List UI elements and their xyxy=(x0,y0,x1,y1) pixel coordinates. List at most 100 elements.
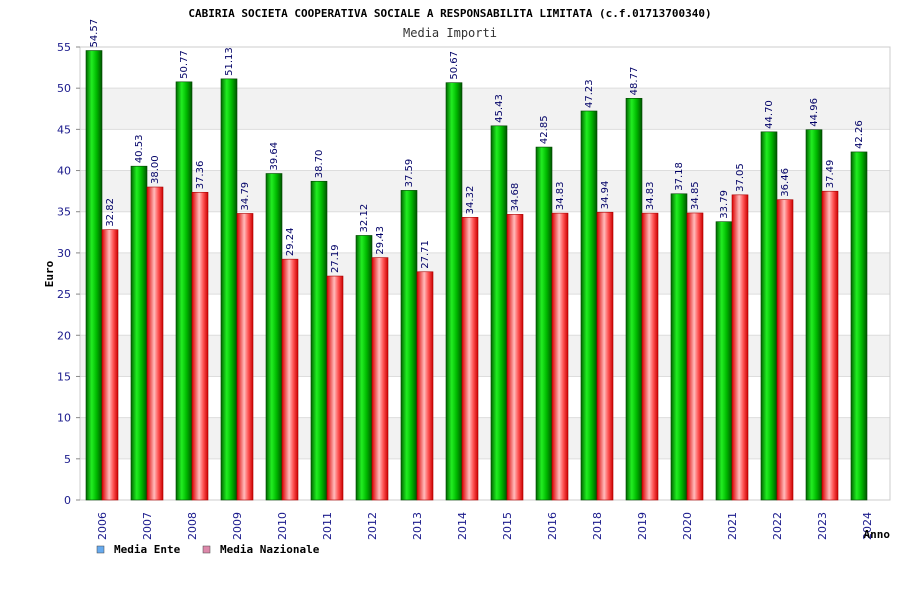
bar-ente xyxy=(850,151,868,501)
x-tick-label: 2024 xyxy=(861,512,874,540)
y-tick-label: 10 xyxy=(57,412,71,425)
bar-ente xyxy=(355,235,373,501)
chart-title: CABIRIA SOCIETA COOPERATIVA SOCIALE A RE… xyxy=(188,7,711,20)
value-label: 37.49 xyxy=(825,160,836,189)
bar-ente xyxy=(175,81,193,501)
bar-ente xyxy=(580,110,598,501)
bar-ente xyxy=(445,82,463,501)
bar-nazionale xyxy=(821,190,839,501)
bar-ente xyxy=(625,98,643,501)
x-tick-label: 2012 xyxy=(366,512,379,540)
value-label: 32.12 xyxy=(359,204,370,233)
y-axis-ticks: 0 5 10 15 20 25 30 35 40 45 50 55 xyxy=(57,41,80,507)
x-tick-label: 2019 xyxy=(636,512,649,540)
bars xyxy=(85,50,868,501)
legend-swatch-ente xyxy=(96,545,105,554)
bar-nazionale xyxy=(461,217,479,501)
bar-ente xyxy=(220,78,238,501)
y-tick-label: 55 xyxy=(57,41,71,54)
value-label: 38.00 xyxy=(150,155,161,184)
value-label: 37.36 xyxy=(195,161,206,190)
value-label: 40.53 xyxy=(134,135,145,164)
bar-nazionale xyxy=(191,191,209,501)
y-tick-label: 35 xyxy=(57,206,71,219)
bar-ente xyxy=(85,50,103,501)
band xyxy=(80,88,890,130)
legend: Media Ente Media Nazionale xyxy=(96,543,320,556)
y-tick-label: 25 xyxy=(57,288,71,301)
x-tick-label: 2018 xyxy=(591,512,604,540)
bar-nazionale xyxy=(506,214,524,501)
y-axis-label: Euro xyxy=(43,260,56,287)
band xyxy=(80,252,890,295)
value-label: 50.67 xyxy=(449,51,460,80)
value-label: 34.85 xyxy=(690,181,701,210)
bar-nazionale xyxy=(416,271,434,501)
value-label: 34.83 xyxy=(555,181,566,210)
value-label: 34.83 xyxy=(645,181,656,210)
bar-ente xyxy=(265,173,283,501)
y-tick-label: 0 xyxy=(64,494,71,507)
y-tick-label: 15 xyxy=(57,370,71,383)
value-label: 37.59 xyxy=(404,159,415,188)
x-tick-label: 2014 xyxy=(456,512,469,540)
value-label: 34.94 xyxy=(600,181,611,210)
bar-ente xyxy=(670,193,688,501)
y-tick-label: 50 xyxy=(57,82,71,95)
bar-nazionale xyxy=(146,186,164,501)
value-label: 51.13 xyxy=(224,47,235,76)
x-tick-label: 2007 xyxy=(141,512,154,540)
bar-nazionale xyxy=(641,212,659,501)
value-label: 34.32 xyxy=(465,186,476,215)
y-tick-label: 20 xyxy=(57,329,71,342)
x-tick-label: 2009 xyxy=(231,512,244,540)
value-label: 27.71 xyxy=(420,240,431,269)
x-tick-label: 2006 xyxy=(96,512,109,540)
value-label: 33.79 xyxy=(719,190,730,219)
value-label: 50.77 xyxy=(179,50,190,79)
value-label: 42.26 xyxy=(854,120,865,149)
background-bands xyxy=(80,88,890,459)
band xyxy=(80,417,890,459)
value-label: 29.43 xyxy=(375,226,386,255)
value-label: 37.18 xyxy=(674,162,685,191)
band xyxy=(80,170,890,212)
value-labels: 54.57 32.82 40.53 38.00 50.77 37.36 51.13 34.79… xyxy=(89,19,865,273)
x-tick-label: 2008 xyxy=(186,512,199,540)
value-label: 42.85 xyxy=(539,115,550,144)
x-tick-label: 2010 xyxy=(276,512,289,540)
x-tick-label: 2021 xyxy=(726,512,739,540)
value-label: 47.23 xyxy=(584,79,595,108)
x-axis-ticks: 2006 2007 2008 2009 2010 2011 2012 2013 2014 2015… xyxy=(96,512,874,540)
bar-ente xyxy=(130,165,148,501)
value-label: 36.46 xyxy=(780,168,791,197)
legend-swatch-nazionale xyxy=(202,545,211,554)
bar-ente xyxy=(490,125,508,501)
plot-area xyxy=(79,46,891,501)
bar-ente xyxy=(805,129,823,501)
bar-nazionale xyxy=(551,212,569,501)
y-tick-label: 45 xyxy=(57,123,71,136)
legend-label-ente: Media Ente xyxy=(114,543,181,556)
bar-nazionale xyxy=(236,213,254,501)
bar-nazionale xyxy=(731,194,749,501)
value-label: 39.64 xyxy=(269,142,280,171)
bar-nazionale xyxy=(281,258,299,501)
bar-nazionale xyxy=(596,211,614,501)
value-label: 34.68 xyxy=(510,183,521,212)
value-label: 29.24 xyxy=(285,228,296,257)
value-label: 37.05 xyxy=(735,163,746,192)
bar-nazionale xyxy=(776,199,794,501)
value-label: 54.57 xyxy=(89,19,100,48)
x-tick-label: 2016 xyxy=(546,512,559,540)
y-tick-label: 5 xyxy=(64,453,71,466)
value-label: 44.70 xyxy=(764,100,775,129)
y-tick-label: 30 xyxy=(57,247,71,260)
bar-ente xyxy=(310,180,328,501)
value-label: 44.96 xyxy=(809,98,820,127)
y-tick-label: 40 xyxy=(57,165,71,178)
x-tick-label: 2015 xyxy=(501,512,514,540)
bar-nazionale xyxy=(326,275,344,501)
bar-nazionale xyxy=(101,229,119,501)
